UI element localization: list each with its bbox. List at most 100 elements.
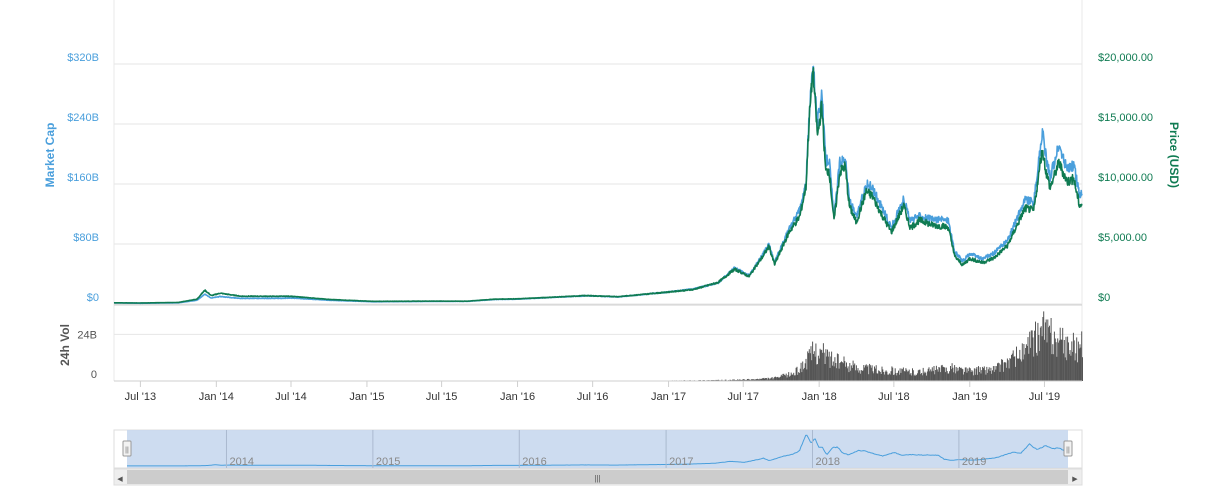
volume-bar <box>786 374 787 381</box>
volume-bar <box>838 354 839 381</box>
x-tick-label: Jul '13 <box>125 391 156 403</box>
x-tick-label: Jan '14 <box>199 391 234 403</box>
series-lines <box>114 67 1082 304</box>
volume-bar <box>871 368 872 381</box>
volume-bar <box>939 368 940 381</box>
volume-bar <box>936 366 937 381</box>
volume-bar <box>1028 337 1029 381</box>
volume-bar <box>821 350 822 381</box>
volume-bar <box>1057 338 1058 381</box>
volume-bar <box>1021 362 1022 382</box>
volume-bar <box>867 365 868 381</box>
volume-bar <box>802 362 803 382</box>
x-tick-label: Jan '19 <box>952 391 987 403</box>
x-tick-label: Jul '18 <box>878 391 909 403</box>
volume-bar <box>874 367 875 382</box>
scroll-right-arrow-icon[interactable]: ▶ <box>1072 476 1078 483</box>
volume-bar <box>818 356 819 381</box>
volume-bar <box>1064 340 1065 381</box>
volume-bar <box>848 366 849 381</box>
scrollbar-grip: ||| <box>594 474 600 483</box>
x-tick-label: Jan '18 <box>802 391 837 403</box>
volume-bar <box>831 352 832 381</box>
volume-bar <box>969 368 970 382</box>
y-right-tick-label: $20,000.00 <box>1098 52 1153 64</box>
volume-bar <box>841 361 842 381</box>
volume-bar <box>1047 320 1048 382</box>
volume-bar <box>962 369 963 381</box>
volume-bar <box>851 365 852 381</box>
volume-bar <box>933 371 934 381</box>
y-right-tick-label: $0 <box>1098 292 1110 304</box>
volume-axis-title: 24h Vol <box>58 324 72 366</box>
volume-bar <box>929 371 930 381</box>
volume-bar <box>1008 360 1009 381</box>
volume-bar <box>877 374 878 381</box>
volume-bar <box>976 369 977 381</box>
volume-bars <box>114 311 1083 381</box>
navigator-year-label: 2018 <box>815 456 839 468</box>
volume-bar <box>1074 340 1075 381</box>
volume-bar <box>900 373 901 381</box>
volume-bar <box>1024 355 1025 382</box>
volume-bar <box>1051 318 1052 381</box>
x-tick-label: Jul '15 <box>426 391 457 403</box>
x-tick-label: Jan '17 <box>651 391 686 403</box>
scroll-left-arrow-icon[interactable]: ◀ <box>117 476 123 483</box>
y-right-tick-label: $15,000.00 <box>1098 112 1153 124</box>
volume-bar <box>897 373 898 381</box>
y-axis-labels: $0$80B$160B$240B$320B$0$5,000.00$10,000.… <box>43 52 1181 381</box>
y-right-tick-label: $5,000.00 <box>1098 232 1147 244</box>
volume-bar <box>858 368 859 381</box>
volume-bar <box>910 374 911 381</box>
volume-bar <box>1044 340 1045 381</box>
y-right-axis-title: Price (USD) <box>1167 122 1181 188</box>
volume-tick-label: 0 <box>91 369 97 381</box>
volume-bar <box>956 367 957 381</box>
volume-bar <box>812 342 813 381</box>
volume-bar <box>809 349 810 381</box>
volume-bar <box>946 368 947 381</box>
volume-bar <box>985 375 986 381</box>
volume-bar <box>1054 332 1055 381</box>
volume-bar <box>992 370 993 381</box>
volume-bar <box>952 368 953 381</box>
x-tick-label: Jul '19 <box>1029 391 1060 403</box>
volume-bar <box>894 375 895 382</box>
volume-bar <box>782 374 783 381</box>
volume-bar <box>1037 323 1038 381</box>
navigator-year-label: 2015 <box>376 456 400 468</box>
volume-bar <box>1034 331 1035 381</box>
x-tick-label: Jan '15 <box>349 391 384 403</box>
volume-bar <box>844 361 845 381</box>
volume-bar <box>776 377 777 381</box>
volume-bar <box>779 377 780 381</box>
y-left-tick-label: $160B <box>67 172 99 184</box>
volume-bar <box>919 370 920 381</box>
series-line-right <box>114 68 1082 303</box>
navigator-handle-grip: || <box>125 447 129 454</box>
volume-bar <box>834 357 835 381</box>
navigator-year-label: 2016 <box>522 456 546 468</box>
volume-bar <box>1041 326 1042 381</box>
navigator-year-label: 2014 <box>229 456 253 468</box>
navigator-handle-grip: || <box>1066 447 1070 454</box>
volume-bar <box>799 373 800 381</box>
volume-bar <box>1031 330 1032 381</box>
volume-bar <box>926 376 927 381</box>
volume-bar <box>792 375 793 381</box>
volume-bar <box>815 344 816 382</box>
volume-bar <box>923 368 924 381</box>
volume-bar <box>887 375 888 381</box>
volume-bar <box>966 367 967 381</box>
y-left-axis-title: Market Cap <box>43 123 57 188</box>
volume-bar <box>854 364 855 382</box>
volume-bar <box>1067 337 1068 381</box>
volume-bar <box>881 374 882 381</box>
volume-bar <box>1061 340 1062 382</box>
volume-bar <box>972 371 973 381</box>
